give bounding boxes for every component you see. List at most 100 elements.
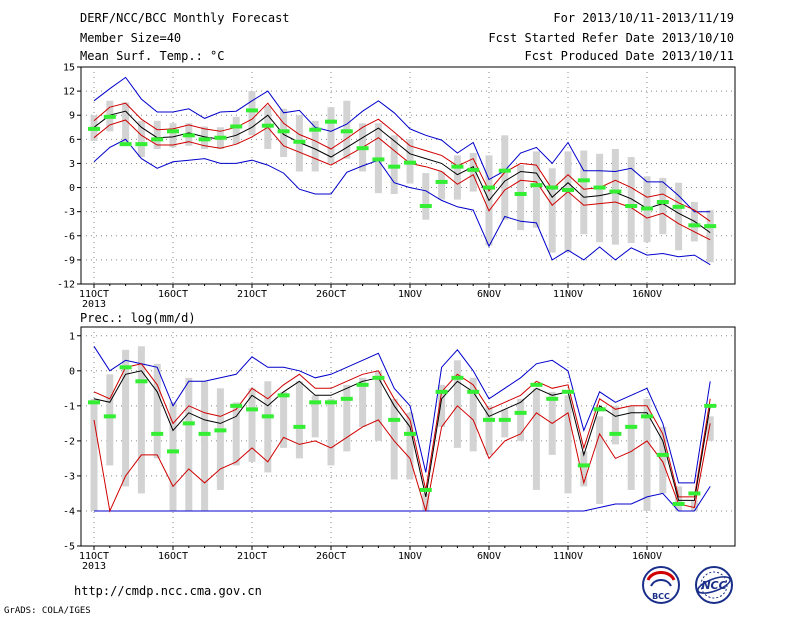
prec-obs-marker xyxy=(704,403,717,408)
temp-y-tick-label: 9 xyxy=(69,111,75,122)
prec-obs-marker xyxy=(467,389,480,394)
prec-lower-outer-line xyxy=(94,486,711,512)
prec-spread-box xyxy=(580,451,588,487)
temp-spread-box xyxy=(390,135,398,194)
temp-obs-marker xyxy=(151,137,164,142)
prec-spread-box xyxy=(232,402,240,466)
temp-spread-box xyxy=(469,152,477,192)
temp-spread-box xyxy=(611,148,619,245)
prec-x-tick-label: 16OCT xyxy=(158,551,188,562)
precipitation-panel: 1 0 -1 -2 -3 -4 -5 11OCT 16OCT 21OCT 26OCT 1NOV 6NOV… xyxy=(63,326,736,572)
prec-spread-box xyxy=(706,416,714,441)
prec-obs-marker xyxy=(277,393,290,398)
temp-obs-marker xyxy=(230,124,243,129)
temp-obs-marker xyxy=(372,157,385,162)
temp-spread-box xyxy=(659,177,667,235)
prec-spread-box xyxy=(453,360,461,448)
logos: BCC NCC xyxy=(642,566,733,604)
temp-y-tick-label: -6 xyxy=(63,231,75,242)
prec-obs-marker xyxy=(530,382,543,387)
prec-y-tick-label: -2 xyxy=(63,436,75,447)
temp-spread-box xyxy=(706,210,714,263)
footer-url[interactable]: http://cmdp.ncc.cma.gov.cn xyxy=(74,584,262,598)
temp-y-tick-label: -3 xyxy=(63,207,75,218)
temp-obs-marker xyxy=(435,179,448,184)
footer-credit: GrADS: COLA/IGES xyxy=(4,606,91,616)
temp-obs-marker xyxy=(577,178,590,183)
temp-x-year-label: 2013 xyxy=(82,299,106,310)
prec-panel-title: Prec.: log(mm/d) xyxy=(80,311,196,325)
prec-spread-box xyxy=(438,384,446,427)
temp-obs-marker xyxy=(530,183,543,188)
temp-spread-box xyxy=(438,171,446,200)
prec-x-tick-label: 16NOV xyxy=(632,551,662,562)
temp-obs-marker xyxy=(340,129,353,134)
temp-upper-inner-line xyxy=(93,102,711,222)
temp-y-tick-label: 15 xyxy=(63,63,75,74)
prec-obs-marker xyxy=(119,365,132,370)
temp-spread-box xyxy=(501,135,509,220)
temp-obs-marker xyxy=(261,123,274,128)
prec-x-tick-label: 11OCT xyxy=(79,551,109,562)
prec-spread-box xyxy=(248,388,256,462)
prec-obs-marker xyxy=(309,400,322,405)
ncc-logo: NCC xyxy=(695,566,733,604)
prec-x-tick-label: 26OCT xyxy=(316,551,346,562)
temp-obs-marker xyxy=(246,108,258,113)
temp-x-tick-label: 11NOV xyxy=(553,289,583,300)
temp-spread-box xyxy=(675,182,683,251)
bcc-logo-text: BCC xyxy=(652,592,670,601)
prec-obs-marker xyxy=(182,421,195,426)
prec-obs-marker xyxy=(672,501,685,506)
temp-obs-marker xyxy=(325,119,337,124)
chart-title: DERF/NCC/BCC Monthly Forecast xyxy=(80,11,290,25)
prec-spread-box xyxy=(169,402,177,511)
prec-obs-marker xyxy=(435,389,448,394)
temp-obs-marker xyxy=(562,187,574,192)
temp-obs-marker xyxy=(641,206,653,211)
prec-obs-marker xyxy=(562,389,574,394)
temp-x-tick-label: 6NOV xyxy=(477,289,501,300)
prec-upper-outer-line xyxy=(93,346,711,484)
temp-obs-marker xyxy=(546,185,559,190)
temp-obs-marker xyxy=(656,200,669,205)
prec-spread-box xyxy=(122,349,130,487)
temperature-panel: 15 12 9 6 3 0 -3 -6 -9 -12 11OCT 16OCT 21OCT 26OCT 1NO… xyxy=(57,63,736,310)
temp-y-tick-label: 6 xyxy=(69,135,75,146)
temp-obs-marker xyxy=(388,164,401,169)
prec-obs-marker xyxy=(198,431,211,436)
temp-y-tick-label: 3 xyxy=(69,159,75,170)
prec-obs-marker xyxy=(103,414,116,419)
prec-obs-marker xyxy=(546,396,559,401)
prec-obs-marker xyxy=(135,379,148,384)
temp-x-tick-label: 16OCT xyxy=(158,289,188,300)
prec-spread-box xyxy=(201,381,209,511)
temp-spread-box xyxy=(137,120,145,158)
prec-obs-marker xyxy=(688,491,701,496)
forecast-started-date: Fcst Started Refer Date 2013/10/10 xyxy=(488,31,734,45)
prec-spread-box xyxy=(374,370,382,441)
prec-spread-box xyxy=(106,374,114,466)
prec-x-tick-label: 6NOV xyxy=(477,551,501,562)
temp-spread-box xyxy=(153,120,161,149)
prec-obs-marker xyxy=(167,449,179,454)
prec-obs-marker xyxy=(293,424,306,429)
prec-spread-box xyxy=(627,405,635,490)
temp-obs-marker xyxy=(451,164,464,169)
prec-spread-box xyxy=(295,381,303,459)
prec-spread-box xyxy=(343,384,351,452)
temp-plot-frame xyxy=(80,66,736,285)
prec-obs-marker xyxy=(593,407,606,412)
temp-obs-marker xyxy=(688,223,701,228)
temp-spread-box xyxy=(453,155,461,200)
prec-x-tick-label: 1NOV xyxy=(398,551,422,562)
temp-obs-marker xyxy=(103,114,116,119)
prec-obs-marker xyxy=(641,414,653,419)
prec-spread-box xyxy=(564,395,572,494)
prec-obs-marker xyxy=(577,463,590,468)
prec-obs-marker xyxy=(451,375,464,380)
prec-spread-box xyxy=(216,388,224,490)
temp-obs-marker xyxy=(277,129,290,134)
temp-obs-marker xyxy=(514,191,527,196)
temp-obs-marker xyxy=(704,224,717,229)
